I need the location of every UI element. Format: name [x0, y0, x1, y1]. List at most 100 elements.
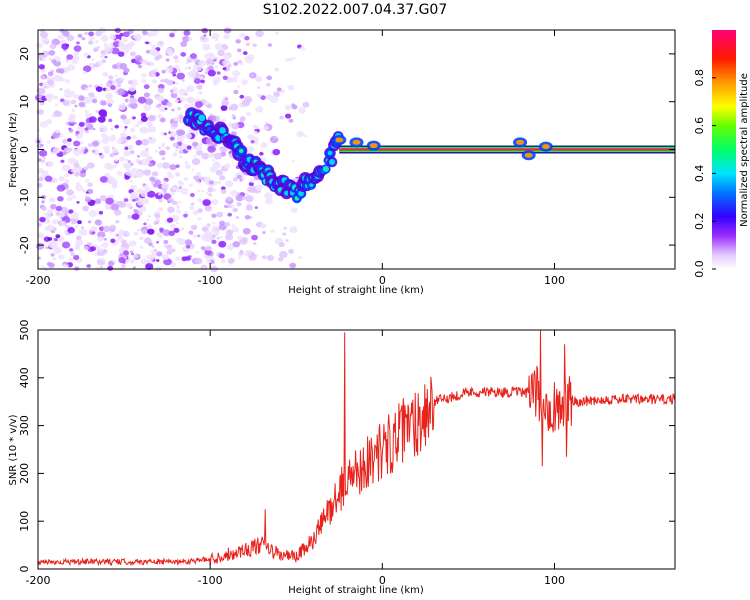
heatmap-noise-dot [143, 237, 152, 244]
heatmap-noise-dot [180, 187, 189, 195]
heatmap-noise-dot [87, 40, 94, 45]
heatmap-noise-dot [101, 59, 107, 64]
heatmap-noise-dot [41, 200, 45, 204]
heatmap-noise-dot [208, 193, 213, 197]
heatmap-noise-dot [192, 234, 197, 238]
heatmap-noise-dot [260, 223, 267, 229]
heatmap-noise-dot [184, 161, 189, 165]
heatmap-noise-dot [175, 129, 184, 137]
heatmap-noise-dot [167, 206, 175, 213]
heatmap-noise-dot [187, 70, 196, 78]
heatmap-noise-dot [195, 145, 203, 151]
heatmap-noise-dot [245, 56, 254, 64]
heatmap-noise-dot [253, 130, 258, 135]
heatmap-noise-dot [111, 184, 118, 189]
heatmap-noise-dot [226, 244, 234, 251]
heatmap-noise-dot [193, 78, 201, 84]
heatmap-noise-dot [161, 162, 170, 169]
heatmap-noise-dot [232, 116, 237, 120]
heatmap-noise-dot [55, 129, 60, 134]
heatmap-noise-dot [303, 134, 307, 138]
heatmap-noise-dot [279, 250, 288, 259]
heatmap-noise-dot [166, 249, 173, 255]
heatmap-noise-dot [181, 256, 188, 262]
heatmap-x-tick-label: 100 [544, 274, 565, 287]
heatmap-noise-dot [99, 265, 104, 269]
heatmap-noise-dot [129, 191, 138, 199]
heatmap-noise-dot [274, 136, 278, 139]
heatmap-x-tick-label: -200 [26, 274, 51, 287]
heatmap-noise-dot [193, 154, 197, 158]
heatmap-noise-dot [52, 219, 59, 225]
heatmap-noise-dot [216, 211, 224, 218]
heatmap-noise-dot [244, 214, 251, 220]
heatmap-noise-dot [80, 146, 86, 151]
heatmap-noise-dot [44, 175, 53, 182]
heatmap-noise-dot [99, 154, 105, 159]
heatmap-noise-dot [221, 47, 225, 51]
heatmap-noise-dot [158, 207, 164, 212]
heatmap-noise-dot [183, 104, 190, 109]
heatmap-noise-dot [284, 104, 292, 111]
heatmap-noise-dot [65, 43, 70, 47]
heatmap-noise-dot [67, 227, 75, 234]
heatmap-noise-dot [232, 177, 238, 182]
heatmap-noise-dot [151, 171, 159, 177]
heatmap-noise-dot [172, 152, 178, 157]
heatmap-noise-dot [144, 160, 150, 165]
heatmap-noise-dot [73, 122, 77, 125]
heatmap-noise-dot [56, 184, 66, 192]
heatmap-noise-dot [35, 242, 45, 250]
ridge-blob [239, 149, 243, 153]
heatmap-noise-dot [106, 98, 114, 105]
ridge-blob [219, 127, 226, 134]
heatmap-noise-dot [202, 199, 211, 207]
heatmap-noise-dot [212, 188, 217, 192]
heatmap-noise-dot [81, 37, 86, 41]
heatmap-noise-dot [186, 96, 195, 104]
ridge-excursion [516, 139, 525, 145]
heatmap-noise-dot [186, 145, 192, 150]
heatmap-noise-dot [169, 89, 174, 93]
heatmap-noise-dot [223, 53, 231, 60]
heatmap-noise-dot [148, 136, 153, 140]
heatmap-noise-dot [58, 34, 65, 40]
heatmap-noise-dot [105, 197, 114, 205]
heatmap-noise-dot [39, 216, 46, 223]
heatmap-noise-dot [291, 159, 295, 163]
heatmap-noise-dot [169, 223, 176, 229]
heatmap-noise-dot [84, 123, 89, 127]
heatmap-noise-dot [178, 181, 184, 187]
heatmap-noise-dot [88, 92, 95, 98]
heatmap-noise-dot [40, 265, 45, 269]
heatmap-noise-dot [42, 156, 46, 160]
heatmap-noise-dot [188, 255, 192, 258]
heatmap-noise-dot [252, 43, 257, 48]
heatmap-noise-dot [245, 42, 250, 46]
heatmap-noise-dot [129, 259, 136, 264]
heatmap-noise-dot [115, 219, 120, 224]
heatmap-noise-dot [134, 123, 140, 128]
heatmap-noise-dot [81, 188, 87, 193]
heatmap-noise-dot [265, 122, 269, 125]
heatmap-noise-dot [255, 30, 264, 38]
heatmap-noise-dot [242, 227, 251, 235]
heatmap-noise-dot [99, 195, 107, 202]
snr-x-ticks: -200 -100 0 100 [26, 330, 565, 587]
heatmap-noise-dot [217, 49, 225, 57]
heatmap-noise-dot [239, 62, 244, 66]
heatmap-y-ticks: -20 -10 0 10 20 [18, 47, 675, 254]
heatmap-noise-dot [48, 57, 53, 61]
heatmap-noise-dot [75, 184, 83, 192]
heatmap-noise-dot [122, 117, 131, 125]
heatmap-noise-dot [35, 42, 43, 49]
heatmap-noise-dot [126, 136, 131, 140]
heatmap-noise-dot [252, 124, 256, 128]
heatmap-noise-dot [119, 253, 123, 256]
heatmap-noise-dot [260, 141, 268, 149]
heatmap-noise-dot [114, 159, 118, 162]
heatmap-noise-dot [187, 66, 191, 70]
heatmap-noise-dot [115, 77, 124, 84]
heatmap-noise-dot [105, 87, 110, 92]
heatmap-noise-dot [191, 158, 201, 166]
